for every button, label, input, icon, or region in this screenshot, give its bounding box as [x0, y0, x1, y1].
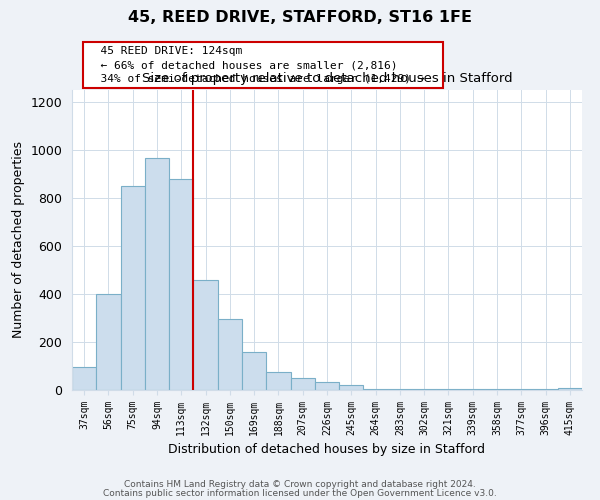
Bar [364, 389, 388, 390]
Bar [145, 158, 169, 390]
Bar [461, 389, 485, 390]
Bar [169, 179, 193, 390]
Bar [96, 294, 121, 390]
Bar [266, 372, 290, 390]
Bar [121, 186, 145, 390]
Y-axis label: Number of detached properties: Number of detached properties [12, 142, 25, 338]
Bar [218, 319, 242, 390]
Bar [193, 280, 218, 390]
Bar [388, 389, 412, 390]
Bar [509, 389, 533, 390]
Text: Contains HM Land Registry data © Crown copyright and database right 2024.: Contains HM Land Registry data © Crown c… [124, 480, 476, 489]
Bar [412, 389, 436, 390]
Bar [485, 389, 509, 390]
Bar [72, 367, 96, 390]
Bar [558, 388, 582, 390]
Text: Contains public sector information licensed under the Open Government Licence v3: Contains public sector information licen… [103, 488, 497, 498]
Bar [436, 389, 461, 390]
Bar [533, 389, 558, 390]
Title: Size of property relative to detached houses in Stafford: Size of property relative to detached ho… [142, 72, 512, 85]
Bar [290, 378, 315, 390]
Bar [315, 382, 339, 390]
X-axis label: Distribution of detached houses by size in Stafford: Distribution of detached houses by size … [169, 444, 485, 456]
Bar [339, 385, 364, 390]
Text: 45 REED DRIVE: 124sqm  
  ← 66% of detached houses are smaller (2,816)  
  34% o: 45 REED DRIVE: 124sqm ← 66% of detached … [88, 46, 438, 84]
Bar [242, 352, 266, 390]
Text: 45, REED DRIVE, STAFFORD, ST16 1FE: 45, REED DRIVE, STAFFORD, ST16 1FE [128, 10, 472, 25]
